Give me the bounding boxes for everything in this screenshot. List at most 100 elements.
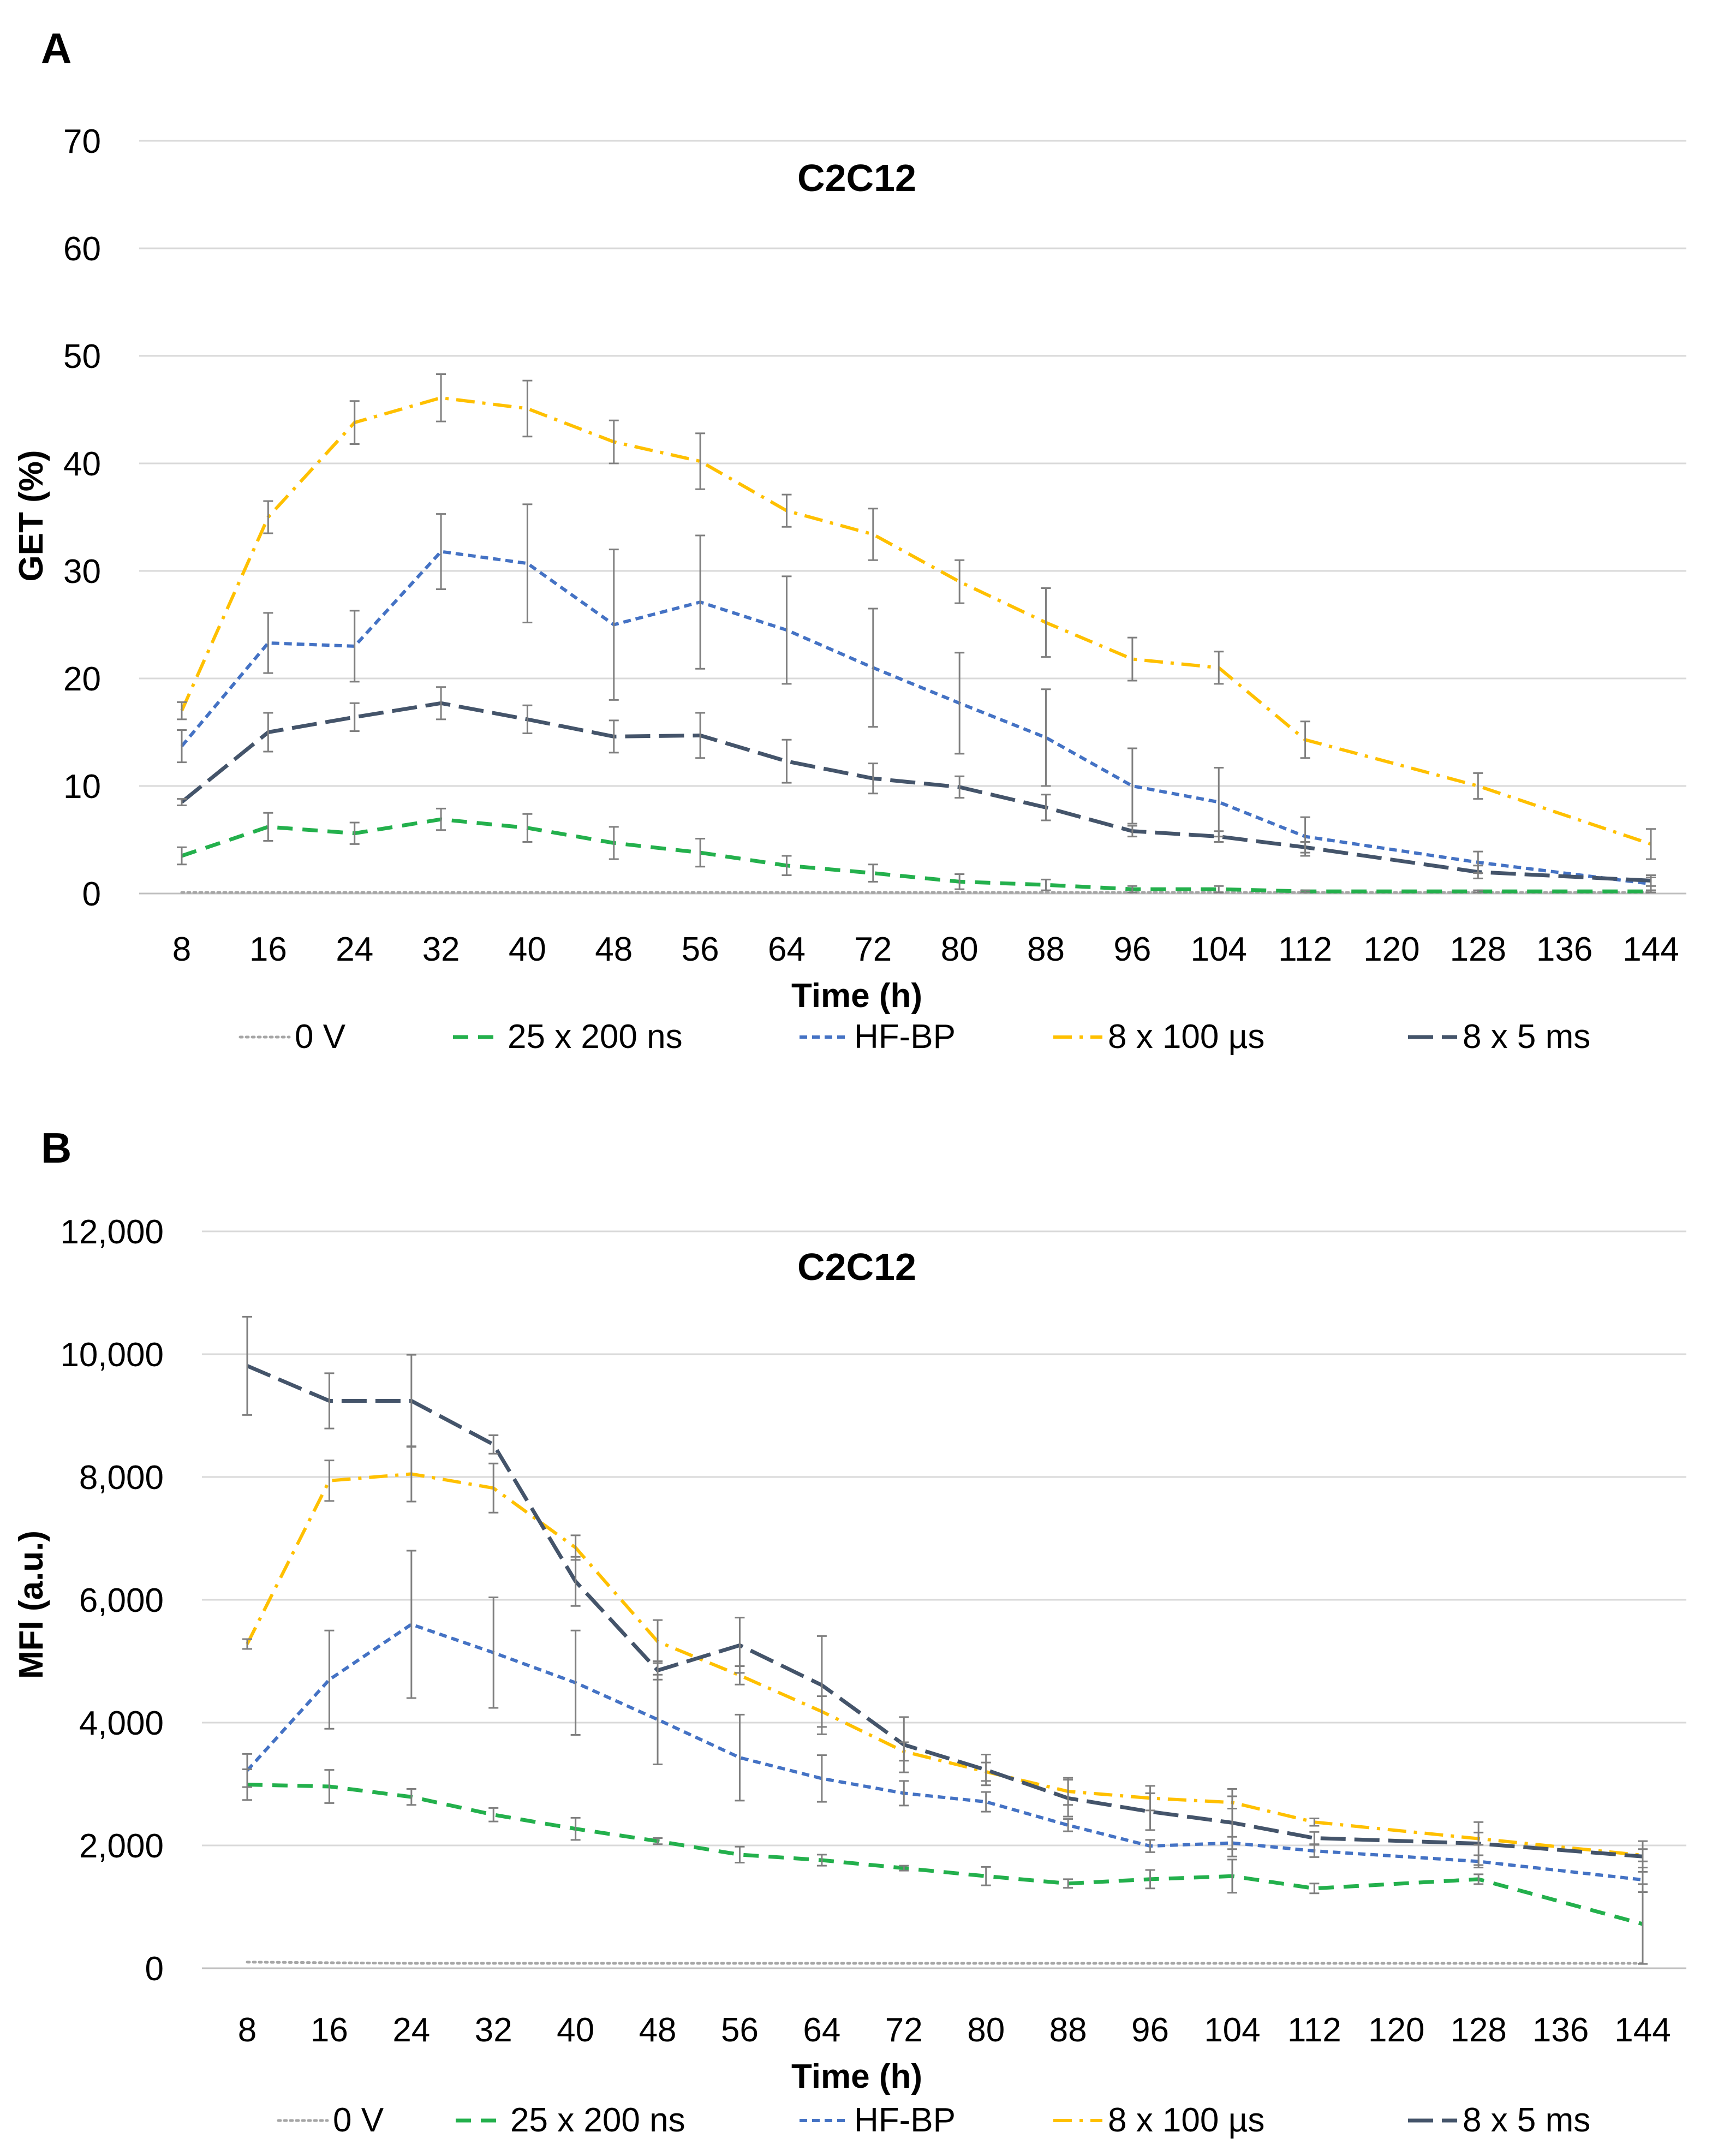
chart-a-error-bars <box>177 373 1656 894</box>
chart-a-error-bar <box>1214 651 1224 685</box>
chart-a-x-tick-label: 64 <box>768 931 806 968</box>
chart-b-error-bar <box>653 1660 663 1681</box>
chart-a-y-axis-label: GET (%) <box>13 450 50 581</box>
chart-a-x-tick-label: 96 <box>1113 931 1151 968</box>
chart-b-y-tick-label: 0 <box>145 1950 164 1988</box>
chart-b-error-bar <box>488 1807 499 1823</box>
chart-a-error-bar <box>695 534 706 670</box>
chart-a-error-bar <box>522 379 533 438</box>
chart-b-x-tick-label: 144 <box>1614 2011 1671 2049</box>
chart-a-legend-label: 8 x 5 ms <box>1463 1018 1590 1056</box>
chart-a-error-bar <box>609 549 619 701</box>
chart-a-error-bar <box>1646 874 1656 887</box>
chart-a-legend-label: 8 x 100 µs <box>1108 1018 1264 1056</box>
chart-b-error-bar <box>1145 1869 1155 1890</box>
chart-a-x-tick-label: 24 <box>336 931 373 968</box>
chart-b-legend-label: 0 V <box>333 2101 384 2139</box>
chart-a-error-bar <box>436 373 446 422</box>
chart-b-error-bar <box>1227 1788 1237 1857</box>
chart-b-error-bar <box>1063 1818 1073 1832</box>
chart-b-error-bar <box>816 1754 827 1803</box>
chart-a-x-tick-label: 112 <box>1278 931 1332 968</box>
chart-a-legend-label: HF-BP <box>854 1018 956 1056</box>
chart-b-error-bar <box>488 1434 499 1455</box>
chart-b-x-tick-label: 72 <box>885 2011 923 2049</box>
chart-a: 0 10 20 30 40 50 60 70 8 16 24 32 40 48 56 64 72 80 88 96 1… <box>13 123 1686 1056</box>
chart-a-y-tick-label: 0 <box>82 875 101 913</box>
chart-b-legend-item: 8 x 100 µs <box>1053 2101 1264 2139</box>
chart-b-error-bar <box>1638 1840 1648 1873</box>
chart-b: 0 2,000 4,000 6,000 8,000 10,000 12,000 8 16 24 3… <box>13 1213 1686 2139</box>
chart-b-x-tick-label: 48 <box>639 2011 677 2049</box>
chart-b-error-bar <box>735 1617 745 1674</box>
chart-b-x-axis-label: Time (h) <box>791 2058 922 2095</box>
chart-b-error-bar <box>324 1372 335 1430</box>
chart-a-error-bar <box>955 652 965 755</box>
chart-b-error-bar <box>406 1550 416 1699</box>
chart-a-error-bar <box>1473 772 1483 800</box>
chart-b-error-bar <box>1309 1831 1320 1845</box>
chart-a-error-bar <box>349 610 360 683</box>
chart-a-legend-item: 0 V <box>238 1018 346 1056</box>
chart-b-error-bar <box>1227 1859 1237 1894</box>
chart-b-x-tick-label: 16 <box>311 2011 348 2049</box>
chart-a-error-bar <box>522 813 533 843</box>
chart-a-error-bar <box>1127 747 1137 825</box>
chart-b-error-bar <box>1145 1792 1155 1831</box>
chart-b-y-tick-label: 4,000 <box>79 1705 164 1742</box>
chart-b-x-tick-label: 104 <box>1204 2011 1260 2049</box>
chart-b-legend-item: 8 x 5 ms <box>1408 2101 1590 2139</box>
chart-a-error-bar <box>349 821 360 845</box>
chart-a-error-bar <box>955 775 965 799</box>
chart-a-error-bar <box>177 701 187 720</box>
chart-a-error-bar <box>1646 828 1656 860</box>
chart-b-error-bar <box>735 1845 745 1863</box>
chart-b-series-line <box>246 1364 1643 1859</box>
chart-b-error-bar <box>899 1716 909 1773</box>
chart-b-error-bar <box>735 1713 745 1802</box>
chart-a-grid <box>139 140 1686 895</box>
chart-a-x-tick-label: 56 <box>682 931 719 968</box>
chart-a-error-bar <box>695 432 706 490</box>
chart-b-y-axis-label: MFI (a.u.) <box>13 1530 50 1679</box>
chart-b-y-tick-labels: 0 2,000 4,000 6,000 8,000 10,000 12,000 <box>60 1213 164 1988</box>
chart-a-error-bar <box>955 559 965 604</box>
chart-b-error-bar <box>406 1354 416 1448</box>
chart-b-x-tick-label: 40 <box>557 2011 594 2049</box>
chart-a-y-tick-labels: 0 10 20 30 40 50 60 70 <box>63 123 101 913</box>
chart-a-y-tick-label: 60 <box>63 230 101 268</box>
chart-b-legend-item: 0 V <box>277 2101 384 2139</box>
chart-b-error-bar <box>1063 1878 1073 1889</box>
chart-a-error-bar <box>1041 688 1051 787</box>
chart-a-error-bar <box>868 608 878 728</box>
chart-b-x-tick-label: 120 <box>1368 2011 1424 2049</box>
chart-b-y-tick-label: 8,000 <box>79 1459 164 1497</box>
chart-a-legend-label: 25 x 200 ns <box>508 1018 683 1056</box>
chart-b-x-tick-label: 96 <box>1131 2011 1169 2049</box>
chart-b-x-tick-label: 136 <box>1532 2011 1589 2049</box>
chart-a-error-bar <box>1127 636 1137 682</box>
chart-b-error-bar <box>981 1866 991 1886</box>
chart-b-error-bar <box>1309 1883 1320 1895</box>
chart-b-x-tick-label: 112 <box>1287 2011 1341 2049</box>
chart-b-y-tick-label: 6,000 <box>79 1582 164 1619</box>
chart-a-x-tick-label: 128 <box>1450 931 1506 968</box>
chart-b-error-bar <box>1474 1821 1484 1866</box>
chart-b-error-bar <box>488 1597 499 1709</box>
chart-a-error-bar <box>263 612 273 674</box>
chart-b-x-tick-labels: 8 16 24 32 40 48 56 64 72 80 88 96 104 112 120 128 136 14… <box>238 2011 1671 2049</box>
chart-a-error-bar <box>522 704 533 734</box>
chart-a-error-bar <box>177 846 187 866</box>
chart-b-error-bar <box>324 1629 335 1730</box>
chart-a-error-bar <box>263 812 273 842</box>
chart-b-error-bar <box>324 1769 335 1804</box>
chart-b-error-bar <box>242 1315 252 1416</box>
chart-b-x-tick-label: 24 <box>392 2011 430 2049</box>
chart-a-y-tick-label: 20 <box>63 660 101 698</box>
chart-b-grid <box>202 1230 1686 1969</box>
chart-a-series <box>180 396 1653 894</box>
chart-b-error-bar <box>981 1791 991 1813</box>
chart-b-x-tick-label: 64 <box>803 2011 840 2049</box>
chart-b-legend-label: 8 x 100 µs <box>1108 2101 1264 2139</box>
